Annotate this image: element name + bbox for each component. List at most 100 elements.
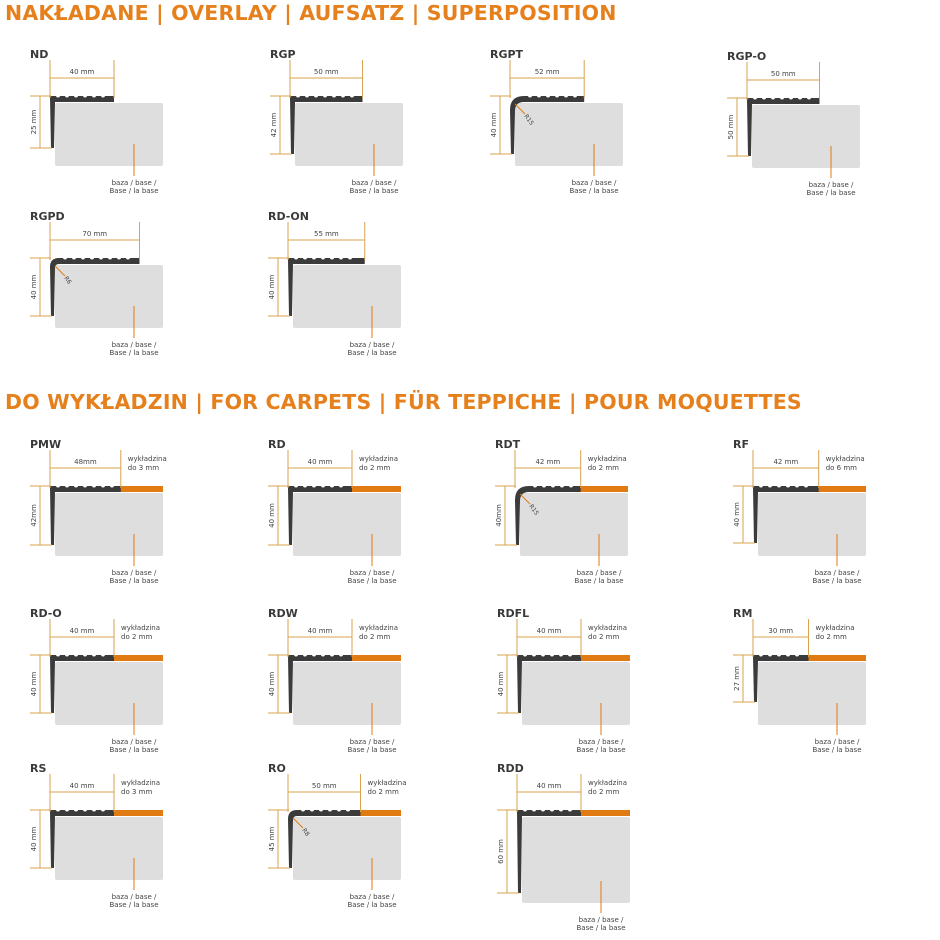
stair-nosing-profile bbox=[515, 486, 581, 545]
tread-groove bbox=[777, 652, 781, 657]
tread-groove bbox=[294, 255, 298, 260]
tread-groove bbox=[546, 93, 550, 98]
profile-rd-on: RD-ON 55 mm 40 mm baza / base / Base / la ba… bbox=[268, 210, 508, 385]
base-block bbox=[55, 265, 163, 328]
stair-nosing-profile bbox=[50, 810, 114, 868]
profile-name: ND bbox=[30, 48, 49, 61]
height-label: 40 mm bbox=[268, 274, 276, 299]
section-title-overlay: NAKŁADANE | OVERLAY | AUFSATZ | SUPERPOS… bbox=[5, 1, 617, 25]
profile-name: RD bbox=[268, 438, 286, 451]
tread-groove bbox=[350, 93, 354, 98]
base-block bbox=[752, 105, 860, 168]
carpet-label: wykładzina bbox=[816, 624, 855, 632]
carpet-thickness-label: do 2 mm bbox=[588, 633, 619, 641]
tread-groove bbox=[99, 255, 103, 260]
base-label: baza / base / bbox=[350, 569, 395, 577]
width-label: 40 mm bbox=[70, 68, 95, 76]
tread-groove bbox=[314, 93, 318, 98]
carpet-label: wykładzina bbox=[588, 779, 627, 787]
tread-groove bbox=[560, 483, 564, 488]
width-label: 50 mm bbox=[312, 782, 337, 790]
width-label: 52 mm bbox=[535, 68, 560, 76]
profile-name: RDFL bbox=[497, 607, 530, 620]
profile-nd: ND 40 mm 25 mm baza / base / Base / la base bbox=[30, 48, 270, 223]
width-label: 40 mm bbox=[70, 627, 95, 635]
base-label: baza / base / bbox=[350, 341, 395, 349]
height-label: 40 mm bbox=[268, 503, 276, 528]
height-label: 40 mm bbox=[30, 671, 38, 696]
carpet-thickness-label: do 3 mm bbox=[121, 788, 152, 796]
section-title-carpets: DO WYKŁADZIN | FOR CARPETS | FÜR TEPPICH… bbox=[5, 390, 802, 414]
base-label: Base / la base bbox=[348, 577, 397, 585]
profile-rdd: RDD 40 mm 60 mm wykładzina do 2 mm baza / bas… bbox=[497, 762, 737, 937]
profile-name: RD-ON bbox=[268, 210, 309, 223]
tread-groove bbox=[346, 807, 350, 812]
tread-groove bbox=[759, 652, 763, 657]
width-label: 48mm bbox=[74, 458, 97, 466]
tread-groove bbox=[92, 483, 96, 488]
radius-pointer bbox=[519, 493, 531, 505]
carpet-thickness-label: do 2 mm bbox=[816, 633, 847, 641]
tread-groove bbox=[323, 93, 327, 98]
tread-groove bbox=[523, 652, 527, 657]
profile-rgpd: RGPD 70 mm 40 mm R6 baza / base / Base / la b… bbox=[30, 210, 270, 385]
profile-rs: RS 40 mm 40 mm wykładzina do 3 mm baza / base… bbox=[30, 762, 270, 937]
width-label: 55 mm bbox=[314, 230, 339, 238]
tread-groove bbox=[92, 652, 96, 657]
tread-groove bbox=[92, 807, 96, 812]
tread-groove bbox=[550, 807, 554, 812]
height-label: 40 mm bbox=[497, 671, 505, 696]
profile-name: RF bbox=[733, 438, 749, 451]
carpet-thickness-label: do 2 mm bbox=[359, 633, 390, 641]
tread-groove bbox=[339, 483, 343, 488]
profile-name: RDT bbox=[495, 438, 521, 451]
height-label: 25 mm bbox=[30, 109, 38, 134]
base-label: Base / la base bbox=[110, 577, 159, 585]
base-label: Base / la base bbox=[350, 187, 399, 195]
tread-groove bbox=[786, 483, 790, 488]
tread-groove bbox=[568, 652, 572, 657]
carpet-label: wykładzina bbox=[121, 624, 160, 632]
tread-groove bbox=[541, 652, 545, 657]
profile-drawing: 40 mm 25 mm baza / base /Base / la base bbox=[30, 60, 163, 195]
tread-groove bbox=[101, 483, 105, 488]
width-label: 40 mm bbox=[308, 627, 333, 635]
base-label: baza / base / bbox=[815, 569, 860, 577]
profile-drawing: 50 mm 50 mm baza / base /Base / la base bbox=[727, 62, 860, 197]
tread-groove bbox=[807, 95, 811, 100]
tread-groove bbox=[339, 255, 343, 260]
profile-name: RGPD bbox=[30, 210, 65, 223]
tread-groove bbox=[777, 483, 781, 488]
profile-rdfl: RDFL 40 mm 40 mm wykładzina do 2 mm baza / ba… bbox=[497, 607, 737, 782]
tread-groove bbox=[319, 807, 323, 812]
profile-rd: RD 40 mm 40 mm wykładzina do 2 mm baza / base… bbox=[268, 438, 508, 613]
tread-groove bbox=[339, 652, 343, 657]
base-label: baza / base / bbox=[112, 341, 157, 349]
base-block bbox=[295, 103, 403, 166]
tread-groove bbox=[110, 483, 114, 488]
tread-groove bbox=[294, 483, 298, 488]
tread-groove bbox=[56, 652, 60, 657]
base-block bbox=[758, 662, 866, 725]
tread-groove bbox=[798, 95, 802, 100]
profile-name: PMW bbox=[30, 438, 62, 451]
tread-groove bbox=[795, 483, 799, 488]
base-label: Base / la base bbox=[813, 746, 862, 754]
width-label: 40 mm bbox=[537, 627, 562, 635]
tread-groove bbox=[303, 255, 307, 260]
profile-name: RO bbox=[268, 762, 286, 775]
carpet-label: wykładzina bbox=[121, 779, 160, 787]
tread-groove bbox=[559, 652, 563, 657]
tread-groove bbox=[83, 807, 87, 812]
profile-name: RDW bbox=[268, 607, 298, 620]
tread-groove bbox=[780, 95, 784, 100]
width-label: 40 mm bbox=[308, 458, 333, 466]
tread-groove bbox=[768, 652, 772, 657]
radius-label: R8 bbox=[300, 827, 310, 838]
height-label: 40 mm bbox=[268, 671, 276, 696]
base-label: Base / la base bbox=[348, 349, 397, 357]
stair-nosing-profile bbox=[747, 98, 820, 156]
